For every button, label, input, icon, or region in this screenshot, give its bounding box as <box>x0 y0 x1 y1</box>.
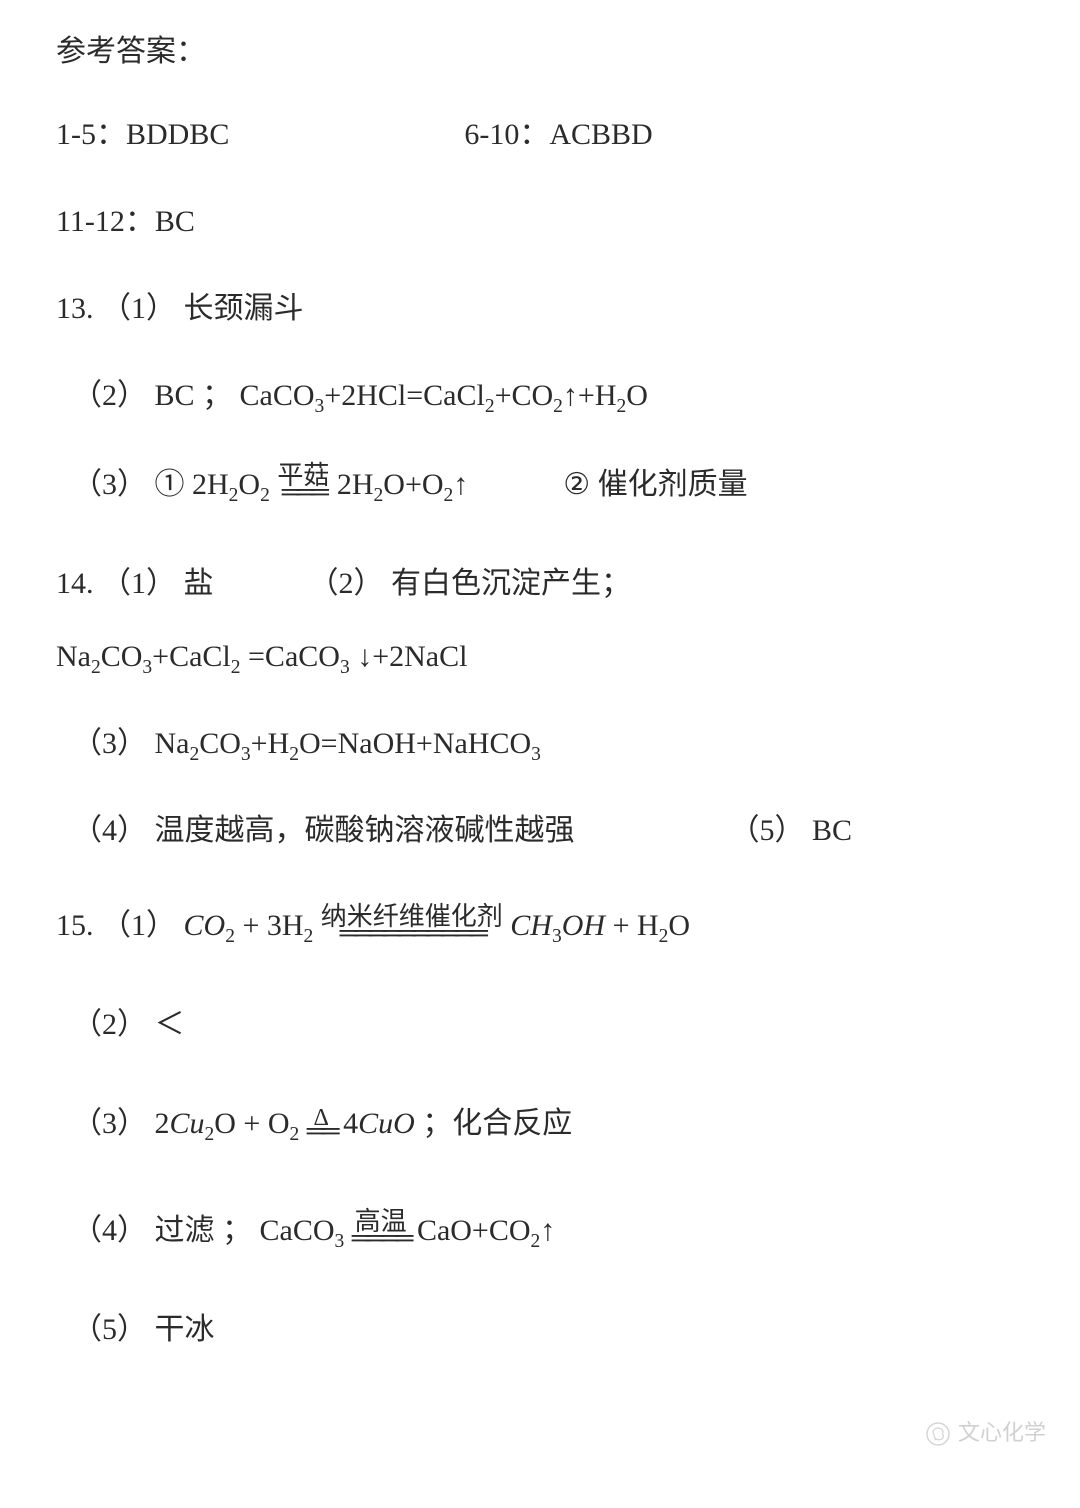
q14-p4-text: 温度越高，碳酸钠溶液碱性越强 <box>155 814 575 847</box>
q15-p4-text: 过滤 ； <box>155 1214 253 1247</box>
q15-head: 15. <box>56 909 94 942</box>
q13-p1-text: 长颈漏斗 <box>184 292 304 325</box>
q14-p1-text: 盐 <box>184 567 214 600</box>
reaction-condition: 高温 ════ <box>352 1209 410 1244</box>
q14-p2-label: （2） <box>309 567 384 600</box>
q13-p3-label: （3） <box>72 468 147 501</box>
chem-span: 2H <box>192 468 229 501</box>
chem-span: =CaCO <box>248 640 340 673</box>
answer-title: 参考答案： <box>56 32 1040 71</box>
chem-span: ↑ <box>453 468 468 501</box>
q14-p5-label: （5） <box>730 814 805 847</box>
chem-span: +H <box>251 727 290 760</box>
chem-span: +2HCl=CaCl <box>324 379 485 412</box>
q14-p1: 14. （1） 盐 （2） 有白色沉淀产生； <box>56 564 1040 603</box>
q15-p2: （2） ＜ <box>56 1005 1040 1044</box>
q13-p2-label: （2） <box>72 379 147 412</box>
q15-p5-label: （5） <box>72 1313 147 1346</box>
q15-p4: （4） 过滤 ； CaCO3 高温 ════ CaO+CO2↑ <box>56 1209 1040 1250</box>
q14-p1-label: （1） <box>101 567 176 600</box>
q13-p1-label: （1） <box>101 292 176 325</box>
q15-p5-text: 干冰 <box>155 1313 215 1346</box>
q13-p2: （2） BC ； CaCO3+2HCl=CaCl2+CO2↑+H2O <box>56 376 1040 415</box>
q14-p2-text: 有白色沉淀产生； <box>391 567 631 600</box>
q15-p3-eq: 2Cu2O + O2 Δ ══ 4CuO <box>155 1107 423 1140</box>
q14-p4-label: （4） <box>72 814 147 847</box>
chem-span: O <box>238 468 260 501</box>
reaction-condition: 纳米纤维催化剂 ══════════ <box>321 904 503 939</box>
mc-row-2: 11-12：BC <box>56 202 1040 241</box>
q14-p3-label: （3） <box>72 727 147 760</box>
mc-1-5: 1-5：BDDBC <box>56 118 229 151</box>
chem-span: Na <box>155 727 190 760</box>
q13-head: 13. <box>56 292 94 325</box>
chem-span: CaCO <box>240 379 315 412</box>
q15-p2-label: （2） <box>72 1008 147 1041</box>
chem-span: +CO <box>495 379 554 412</box>
chem-span: 2H <box>337 468 374 501</box>
q14-p3: （3） Na2CO3+H2O=NaOH+NaHCO3 <box>56 724 1040 763</box>
q14-p3-eq: Na2CO3+H2O=NaOH+NaHCO3 <box>155 727 541 760</box>
chem-span: CO <box>101 640 143 673</box>
q15-p4-eq: CaCO3 高温 ════ CaO+CO2↑ <box>260 1214 556 1247</box>
q14-p5-text: BC <box>812 814 852 847</box>
watermark: 文心化学 <box>926 1419 1046 1448</box>
wechat-icon <box>926 1422 950 1446</box>
q15-p1-label: （1） <box>101 909 176 942</box>
chem-span: CO <box>199 727 241 760</box>
q13-p1: 13. （1） 长颈漏斗 <box>56 289 1040 328</box>
chem-span: O+O <box>383 468 443 501</box>
q13-p3: （3） ① 2H2O2 平菇 ═══ 2H2O+O2↑ ② 催化剂质量 <box>56 463 1040 504</box>
chem-span: Na <box>56 640 91 673</box>
q13-p3-circ1: ① <box>155 468 185 501</box>
mc-row-1: 1-5：BDDBC 6-10：ACBBD <box>56 115 1040 154</box>
mc-6-10: 6-10：ACBBD <box>464 118 652 151</box>
chem-span: O <box>626 379 648 412</box>
q14-head: 14. <box>56 567 94 600</box>
q13-p2-eq: CaCO3+2HCl=CaCl2+CO2↑+H2O <box>240 379 648 412</box>
chem-span: ↑+H <box>563 379 617 412</box>
q14-eq2: Na2CO3+CaCl2 =CaCO3 ↓+2NaCl <box>56 637 1040 676</box>
q15-p4-label: （4） <box>72 1214 147 1247</box>
q15-p3: （3） 2Cu2O + O2 Δ ══ 4CuO ；化合反应 <box>56 1104 1040 1143</box>
q13-p3-text2: 催化剂质量 <box>598 468 748 501</box>
chem-span: O=NaOH+NaHCO <box>299 727 531 760</box>
watermark-text: 文心化学 <box>958 1419 1046 1448</box>
q13-p3-circ2: ② <box>563 468 590 501</box>
q13-p2-text: BC ； <box>155 379 233 412</box>
q15-p1: 15. （1） CO2 + 3H2 纳米纤维催化剂 ══════════ CH3… <box>56 904 1040 945</box>
reaction-condition: 平菇 ═══ <box>277 463 329 498</box>
reaction-condition: Δ ══ <box>307 1106 336 1137</box>
q15-p3-label: （3） <box>72 1107 147 1140</box>
q14-p4: （4） 温度越高，碳酸钠溶液碱性越强 （5） BC <box>56 811 1040 850</box>
q15-p1-eq: CO2 + 3H2 纳米纤维催化剂 ══════════ CH3OH + H2O <box>184 909 691 942</box>
q15-p5: （5） 干冰 <box>56 1310 1040 1349</box>
chem-span: ↓+2NaCl <box>357 640 467 673</box>
q15-p2-text: ＜ <box>155 1008 185 1041</box>
q15-p3-tail: ；化合反应 <box>422 1107 572 1140</box>
chem-span: +CaCl <box>152 640 231 673</box>
q13-p3-eq: 2H2O2 平菇 ═══ 2H2O+O2↑ <box>192 468 476 501</box>
